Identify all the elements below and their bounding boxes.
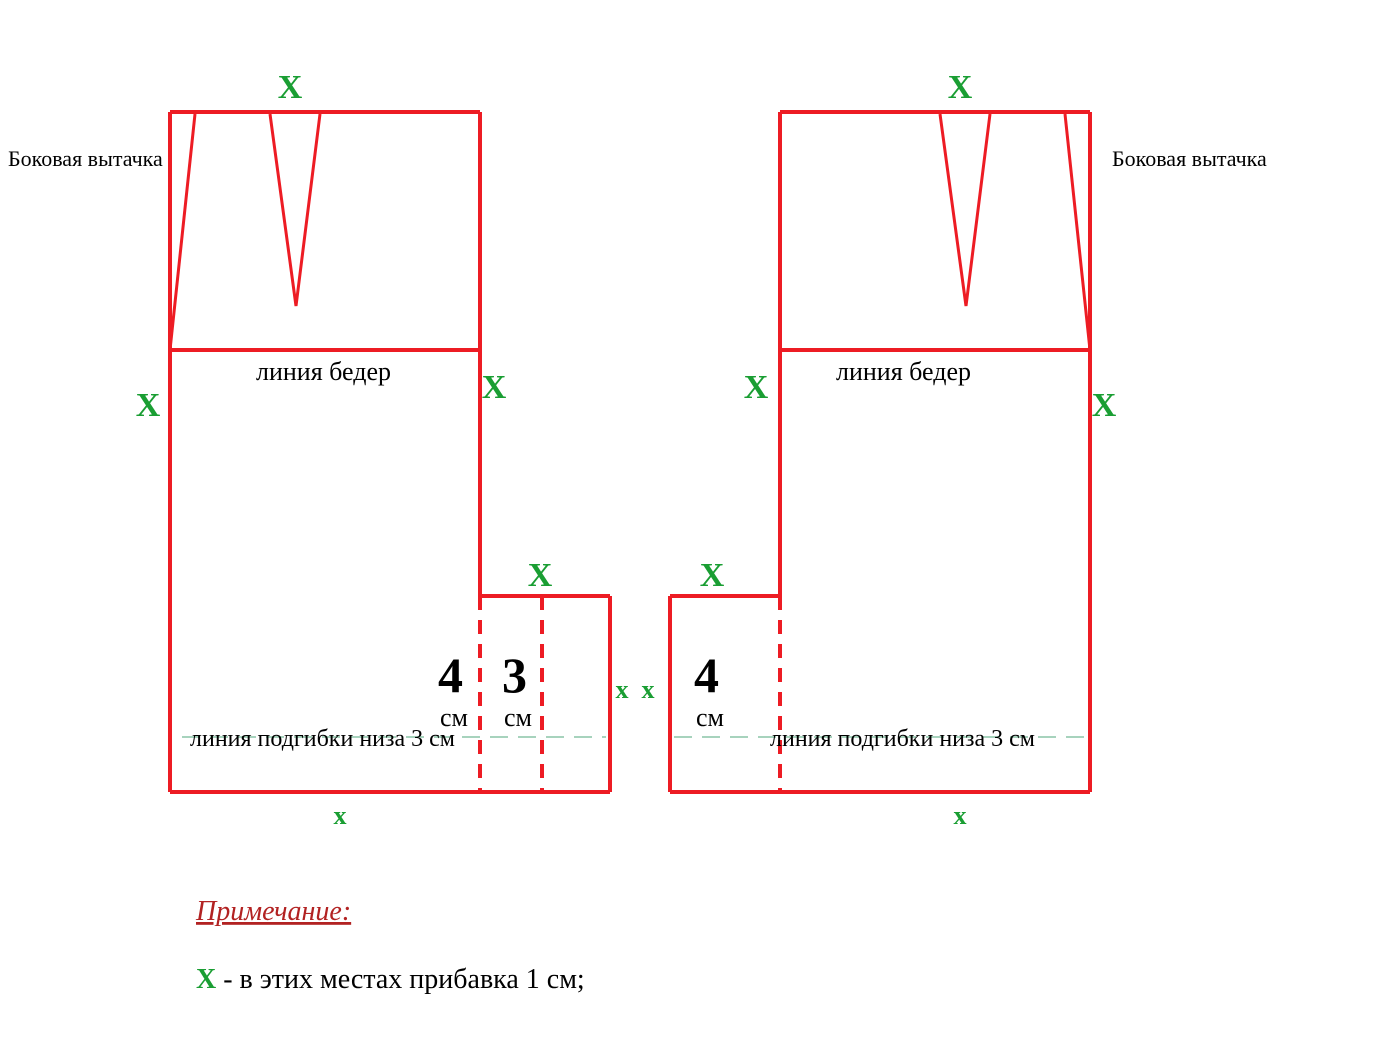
x-marker: X [948,69,973,106]
pattern-svg: XXXXxxБоковая вытачкалиния бедерлиния по… [0,0,1392,1048]
x-marker: X [1092,387,1117,424]
side-dart-line [1065,114,1090,350]
x-marker: X [744,369,769,406]
measure-4: 4 [438,647,463,703]
x-marker: x [642,675,655,704]
waist-dart [940,114,990,306]
x-marker: X [528,557,553,594]
x-marker: X [136,387,161,424]
note-title: Примечание: [195,896,351,927]
note-line-1: X - в этих местах прибавка 1 см; [196,964,585,995]
waist-dart [270,114,320,306]
measure-4-unit: см [440,703,468,732]
sewing-pattern-diagram: XXXXxxБоковая вытачкалиния бедерлиния по… [0,0,1392,1048]
side-dart-label: Боковая вытачка [1112,146,1267,171]
x-marker: x [334,801,347,830]
measure-3: 3 [502,647,527,703]
x-marker: X [278,69,303,106]
hip-line-label: линия бедер [256,357,391,386]
x-marker: x [616,675,629,704]
hem-line-label: линия подгибки низа 3 см [770,726,1035,752]
side-dart-line [170,114,195,350]
measure-4: 4 [694,647,719,703]
measure-3-unit: см [504,703,532,732]
hip-line-label: линия бедер [836,357,971,386]
measure-4-unit: см [696,703,724,732]
hem-line-label: линия подгибки низа 3 см [190,726,455,752]
x-marker: x [954,801,967,830]
x-marker: X [700,557,725,594]
x-marker: X [482,369,507,406]
side-dart-label: Боковая вытачка [8,146,163,171]
